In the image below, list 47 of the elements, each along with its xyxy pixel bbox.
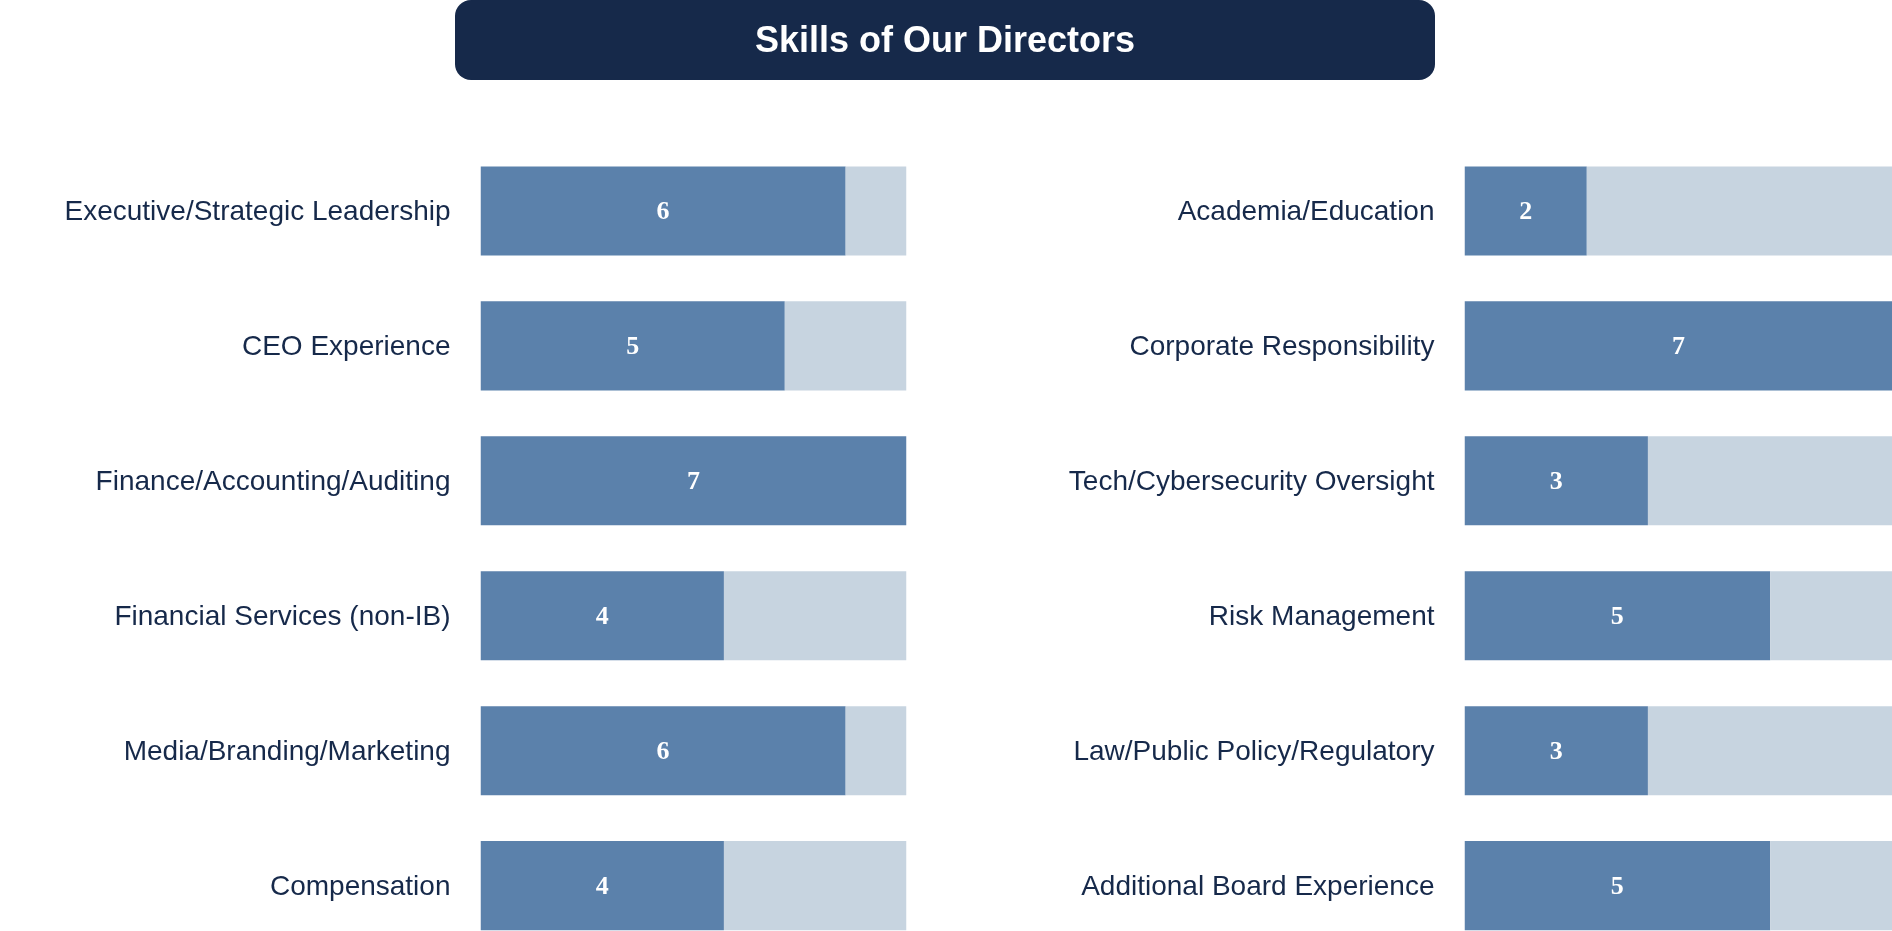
bar bbox=[480, 841, 724, 931]
chart-title: Skills of Our Directors bbox=[754, 18, 1136, 63]
bar bbox=[480, 706, 846, 796]
bar bbox=[480, 436, 907, 526]
data-label: 4 bbox=[595, 601, 609, 631]
y-tick-label: Financial Services (non-IB) bbox=[114, 600, 451, 632]
y-tick-label: CEO Experience bbox=[241, 330, 451, 362]
data-label: 2 bbox=[1519, 196, 1533, 226]
y-tick-label: Law/Public Policy/Regulatory bbox=[1073, 735, 1435, 767]
bar bbox=[1770, 571, 1892, 661]
bar bbox=[1464, 301, 1892, 391]
bar bbox=[1647, 706, 1892, 796]
y-tick-label: Compensation bbox=[269, 870, 451, 902]
bar bbox=[480, 571, 724, 661]
y-tick-label: Executive/Strategic Leadership bbox=[64, 195, 451, 227]
y-tick-label: Finance/Accounting/Auditing bbox=[95, 465, 451, 497]
data-label: 6 bbox=[656, 736, 670, 766]
bar bbox=[784, 301, 907, 391]
data-label: 7 bbox=[1672, 331, 1685, 361]
data-label: 6 bbox=[656, 196, 670, 226]
bar bbox=[1586, 166, 1892, 256]
data-label: 5 bbox=[1610, 601, 1624, 631]
bar bbox=[845, 166, 907, 256]
bar bbox=[1464, 571, 1771, 661]
y-tick-label: Additional Board Experience bbox=[1081, 870, 1435, 902]
bar bbox=[480, 166, 846, 256]
bar bbox=[480, 301, 785, 391]
bar bbox=[723, 571, 907, 661]
y-tick-label: Media/Branding/Marketing bbox=[123, 735, 451, 767]
y-tick-label: Academia/Education bbox=[1177, 195, 1435, 227]
bar bbox=[1647, 436, 1892, 526]
bar bbox=[845, 706, 907, 796]
data-label: 7 bbox=[687, 466, 700, 496]
bar bbox=[1464, 841, 1771, 931]
bar bbox=[1464, 436, 1648, 526]
data-label: 4 bbox=[595, 871, 609, 901]
data-label: 3 bbox=[1549, 466, 1563, 496]
bar bbox=[1464, 706, 1648, 796]
bar bbox=[1770, 841, 1892, 931]
y-tick-label: Corporate Responsibility bbox=[1129, 330, 1435, 362]
data-label: 3 bbox=[1549, 736, 1563, 766]
bar bbox=[723, 841, 907, 931]
data-label: 5 bbox=[626, 331, 640, 361]
y-tick-label: Risk Management bbox=[1208, 600, 1435, 632]
y-tick-label: Tech/Cybersecurity Oversight bbox=[1068, 465, 1435, 497]
bar bbox=[1464, 166, 1587, 256]
data-label: 5 bbox=[1610, 871, 1624, 901]
